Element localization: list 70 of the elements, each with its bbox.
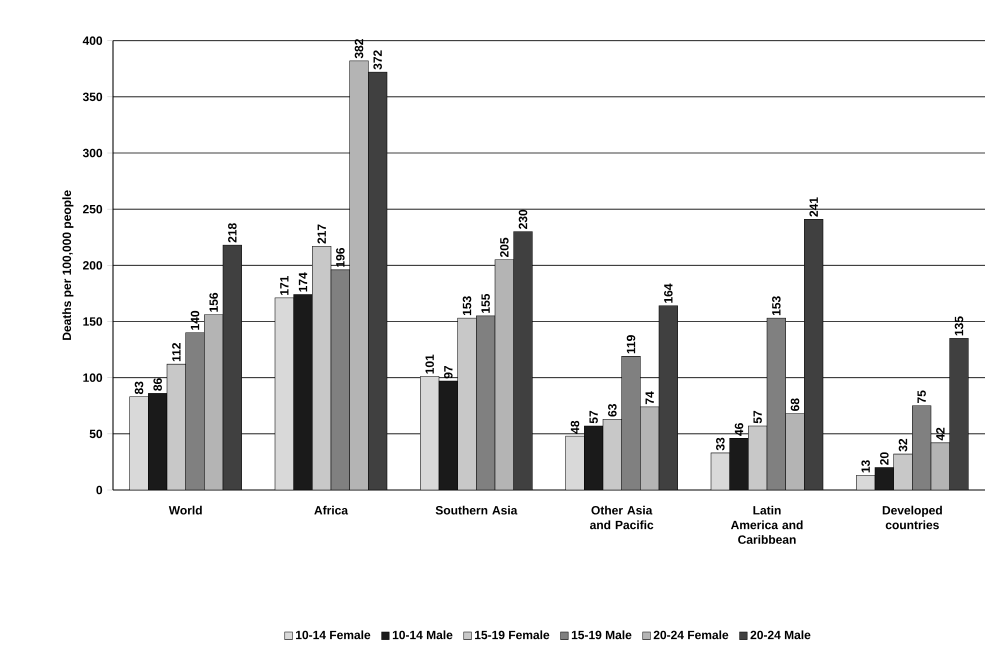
legend-label: 20-24 Male bbox=[750, 630, 810, 640]
data-label: 156 bbox=[209, 292, 218, 312]
y-tick-label: 200 bbox=[82, 261, 102, 270]
data-label: 241 bbox=[809, 197, 818, 217]
data-label: 164 bbox=[664, 284, 673, 303]
data-label: 57 bbox=[753, 410, 762, 424]
legend-label: 10-14 Female bbox=[296, 630, 370, 640]
data-label: 75 bbox=[917, 390, 926, 403]
data-label: 382 bbox=[354, 39, 364, 58]
bar bbox=[420, 376, 440, 490]
bar bbox=[856, 475, 876, 490]
data-label: 97 bbox=[444, 366, 453, 378]
y-tick-label: 50 bbox=[90, 430, 102, 438]
data-label: 20 bbox=[880, 452, 889, 465]
x-tick-label: Southern Asia bbox=[436, 506, 518, 515]
data-label: 230 bbox=[518, 210, 528, 229]
data-label: 153 bbox=[772, 296, 781, 316]
y-tick-label: 150 bbox=[83, 317, 102, 326]
data-label: 74 bbox=[646, 391, 654, 404]
data-label: 155 bbox=[481, 294, 490, 313]
data-label: 140 bbox=[190, 310, 200, 330]
data-label: 153 bbox=[462, 296, 472, 316]
bar bbox=[729, 438, 749, 490]
data-label: 174 bbox=[298, 272, 308, 292]
data-label: 101 bbox=[425, 354, 434, 374]
legend-label: 10-14 Male bbox=[392, 630, 452, 640]
bar bbox=[584, 426, 604, 490]
legend-label: 15-19 Female bbox=[475, 630, 550, 640]
data-label: 33 bbox=[716, 438, 725, 450]
data-label: 42 bbox=[936, 428, 945, 440]
x-tick-label: Developed countries bbox=[882, 506, 942, 530]
bar bbox=[565, 436, 585, 490]
data-label: 171 bbox=[280, 276, 288, 295]
data-label: 46 bbox=[734, 423, 744, 436]
bar bbox=[438, 380, 458, 490]
data-label: 83 bbox=[134, 382, 144, 394]
y-axis-title: Deaths per 100,000 people bbox=[62, 190, 74, 340]
data-label: 63 bbox=[608, 404, 617, 417]
data-label: 68 bbox=[790, 398, 800, 411]
data-label: 119 bbox=[626, 335, 636, 354]
bar bbox=[293, 294, 313, 490]
data-label: 218 bbox=[228, 223, 237, 242]
data-label: 32 bbox=[898, 438, 908, 452]
data-label: 217 bbox=[317, 224, 326, 244]
y-tick-label: 250 bbox=[82, 204, 102, 214]
data-label: 86 bbox=[153, 378, 162, 391]
x-tick-label: Africa bbox=[314, 506, 348, 515]
data-label: 372 bbox=[373, 50, 382, 70]
data-label: 57 bbox=[589, 410, 598, 424]
legend-label: 15-19 Male bbox=[572, 630, 632, 640]
y-tick-label: 100 bbox=[83, 373, 102, 382]
x-tick-label: Latin America and Caribbean bbox=[730, 506, 803, 544]
legend-label: 20-24 Female bbox=[654, 630, 728, 640]
y-tick-label: 300 bbox=[82, 148, 102, 158]
data-label: 48 bbox=[570, 420, 580, 434]
data-label: 135 bbox=[954, 316, 964, 336]
bar bbox=[874, 467, 894, 490]
data-label: 196 bbox=[336, 248, 345, 267]
bar bbox=[274, 298, 294, 490]
data-label: 205 bbox=[500, 238, 509, 258]
y-tick-label: 400 bbox=[82, 36, 102, 45]
data-label: 112 bbox=[172, 343, 181, 362]
bar bbox=[129, 396, 149, 490]
data-label: 13 bbox=[861, 460, 870, 472]
x-tick-label: Other Asia and Pacific bbox=[590, 506, 654, 530]
y-tick-label: 350 bbox=[82, 92, 102, 102]
x-tick-label: World bbox=[168, 506, 202, 515]
y-tick-label: 0 bbox=[96, 486, 102, 494]
bar bbox=[148, 393, 168, 490]
bar bbox=[710, 452, 730, 490]
